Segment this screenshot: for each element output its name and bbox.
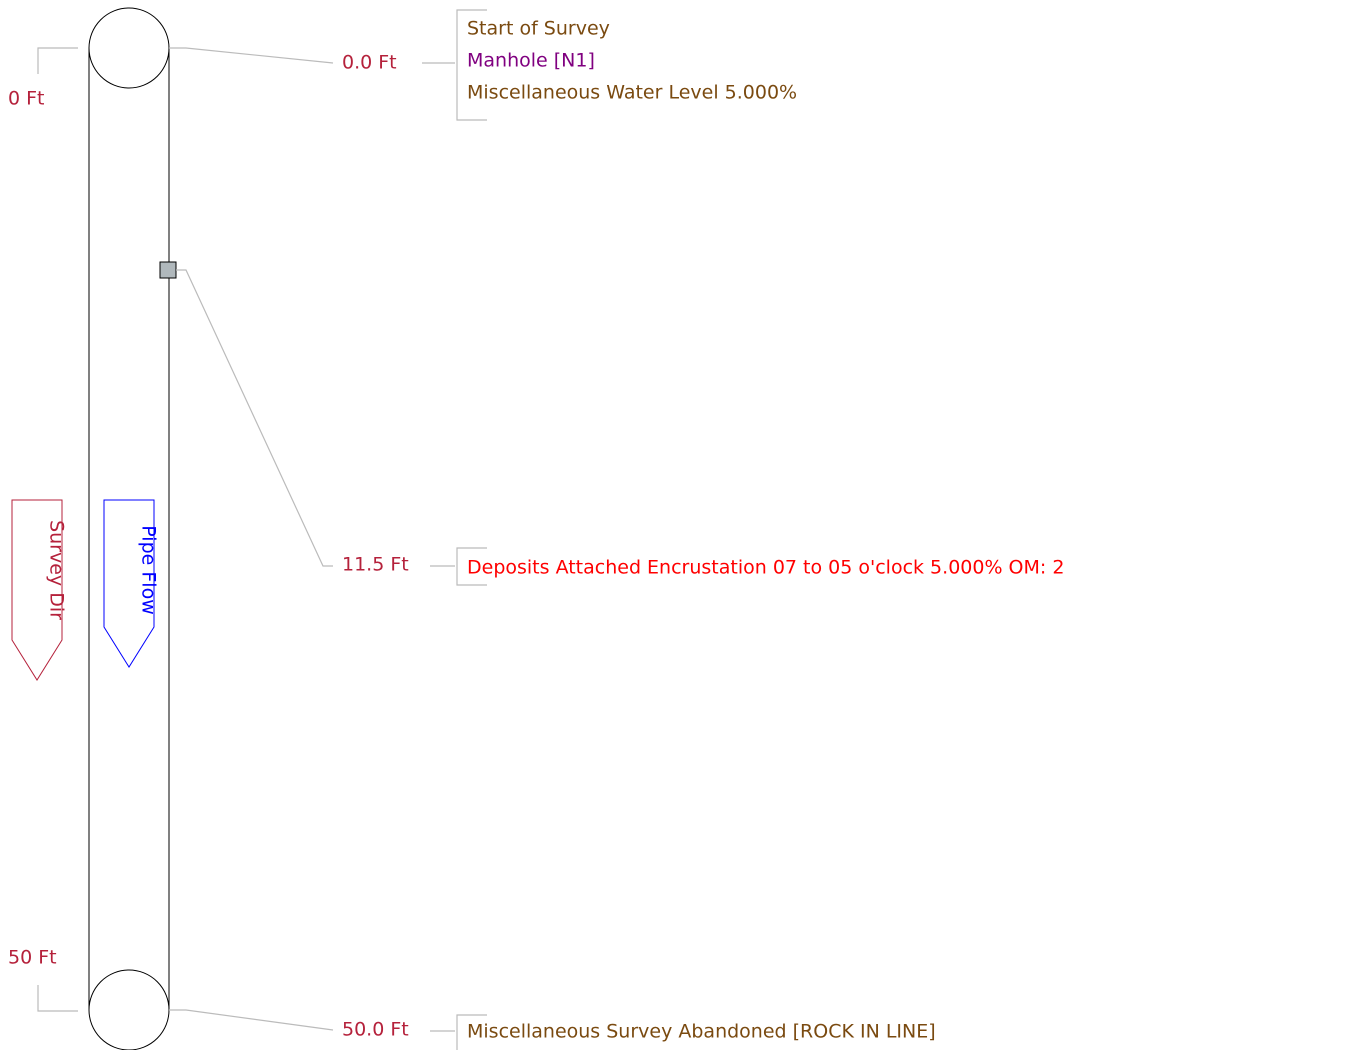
leader-line <box>169 47 334 64</box>
obs-text: Start of Survey <box>467 18 610 40</box>
survey-dir-arrow <box>11 499 63 681</box>
pipe-flow-label: Pipe Flow <box>138 525 160 614</box>
obs-bracket <box>456 1014 487 1050</box>
end-manhole <box>88 969 170 1050</box>
distance-label: 0.0 Ft <box>342 52 397 74</box>
distance-label: 11.5 Ft <box>342 554 409 576</box>
scale-bracket <box>37 47 78 74</box>
survey-dir-label: Survey Dir <box>46 520 68 620</box>
start-manhole <box>88 7 170 89</box>
obs-text: Deposits Attached Encrustation 07 to 05 … <box>467 557 1064 579</box>
obs-bracket <box>456 9 487 121</box>
obs-text: Miscellaneous Survey Abandoned [ROCK IN … <box>467 1021 936 1043</box>
scale-label: 50 Ft <box>8 947 57 969</box>
leader-line <box>169 1009 334 1031</box>
distance-label: 50.0 Ft <box>342 1019 409 1041</box>
obs-text: Miscellaneous Water Level 5.000% <box>467 82 797 104</box>
defect-marker <box>159 261 177 279</box>
obs-text: Manhole [N1] <box>467 50 595 72</box>
scale-bracket <box>37 985 78 1012</box>
leader-line <box>176 269 333 567</box>
obs-bracket <box>456 547 487 586</box>
scale-label: 0 Ft <box>8 88 45 110</box>
pipe-flow-arrow <box>103 499 155 668</box>
